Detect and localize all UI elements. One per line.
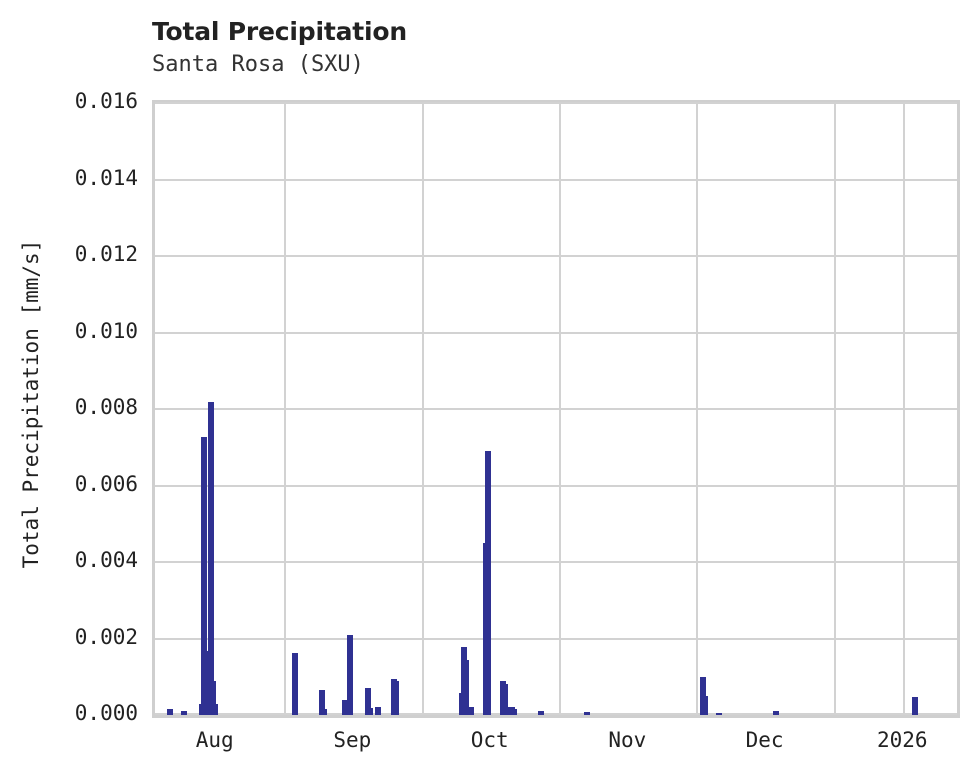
bar xyxy=(321,709,328,715)
bar xyxy=(503,707,510,715)
y-axis-tick-label: 0.002 xyxy=(74,624,138,649)
bar xyxy=(702,695,709,715)
gridline-horizontal xyxy=(155,713,957,715)
bar xyxy=(510,709,517,715)
bar xyxy=(319,690,326,715)
plot-inner xyxy=(155,102,957,715)
x-axis-tick-label: Nov xyxy=(608,728,647,752)
gridline-horizontal xyxy=(155,484,957,487)
y-axis-tick-label: 0.012 xyxy=(74,242,138,266)
chart-subtitle: Santa Rosa (SXU) xyxy=(152,52,364,77)
x-axis-tick-label: Aug xyxy=(195,728,234,752)
bar xyxy=(366,708,373,715)
gridline-vertical xyxy=(833,103,836,715)
page-title: Total Precipitation xyxy=(152,17,407,46)
gridline-vertical xyxy=(421,103,424,715)
bar xyxy=(364,688,371,715)
bar xyxy=(208,402,215,715)
plot-area xyxy=(152,100,960,718)
gridline-horizontal xyxy=(155,331,957,334)
gridline-vertical xyxy=(558,103,561,715)
gridline-horizontal xyxy=(155,408,957,410)
gridline-horizontal xyxy=(155,637,957,640)
bar xyxy=(772,711,779,715)
y-axis-tick-label: 0.014 xyxy=(74,165,138,190)
gridline-vertical xyxy=(903,103,906,715)
x-axis-tick-label: 2026 xyxy=(877,728,928,752)
bar xyxy=(484,451,491,715)
bar xyxy=(468,707,475,715)
bar xyxy=(180,711,187,715)
gridline-horizontal xyxy=(155,561,957,563)
y-axis-tick-label: 0.010 xyxy=(74,318,138,343)
bar xyxy=(584,711,591,715)
bar xyxy=(538,711,545,715)
gridline-vertical xyxy=(284,103,287,715)
bar xyxy=(346,635,353,715)
y-axis-tick-label: 0.006 xyxy=(74,471,138,496)
bar xyxy=(393,681,399,715)
bar xyxy=(167,709,174,715)
y-axis-tick-label: 0.000 xyxy=(74,701,138,725)
gridline-horizontal xyxy=(155,255,957,257)
bar xyxy=(463,660,470,715)
bar xyxy=(912,696,919,715)
bar xyxy=(212,703,219,715)
x-axis-tick-label: Oct xyxy=(470,728,509,752)
bar xyxy=(210,680,217,715)
bar xyxy=(375,706,382,715)
gridline-horizontal xyxy=(155,178,957,181)
x-axis-tick-label: Dec xyxy=(745,728,784,752)
y-axis-tick-label: 0.016 xyxy=(74,89,138,113)
gridline-horizontal xyxy=(155,102,957,104)
y-axis-tick-label: 0.004 xyxy=(74,548,138,572)
bar xyxy=(201,436,208,715)
bar xyxy=(291,652,298,715)
bar xyxy=(715,713,722,715)
x-axis-tick-label: Sep xyxy=(333,728,372,752)
gridline-vertical xyxy=(696,103,699,715)
bar xyxy=(501,684,508,715)
y-axis-tick-label: 0.008 xyxy=(74,395,138,419)
